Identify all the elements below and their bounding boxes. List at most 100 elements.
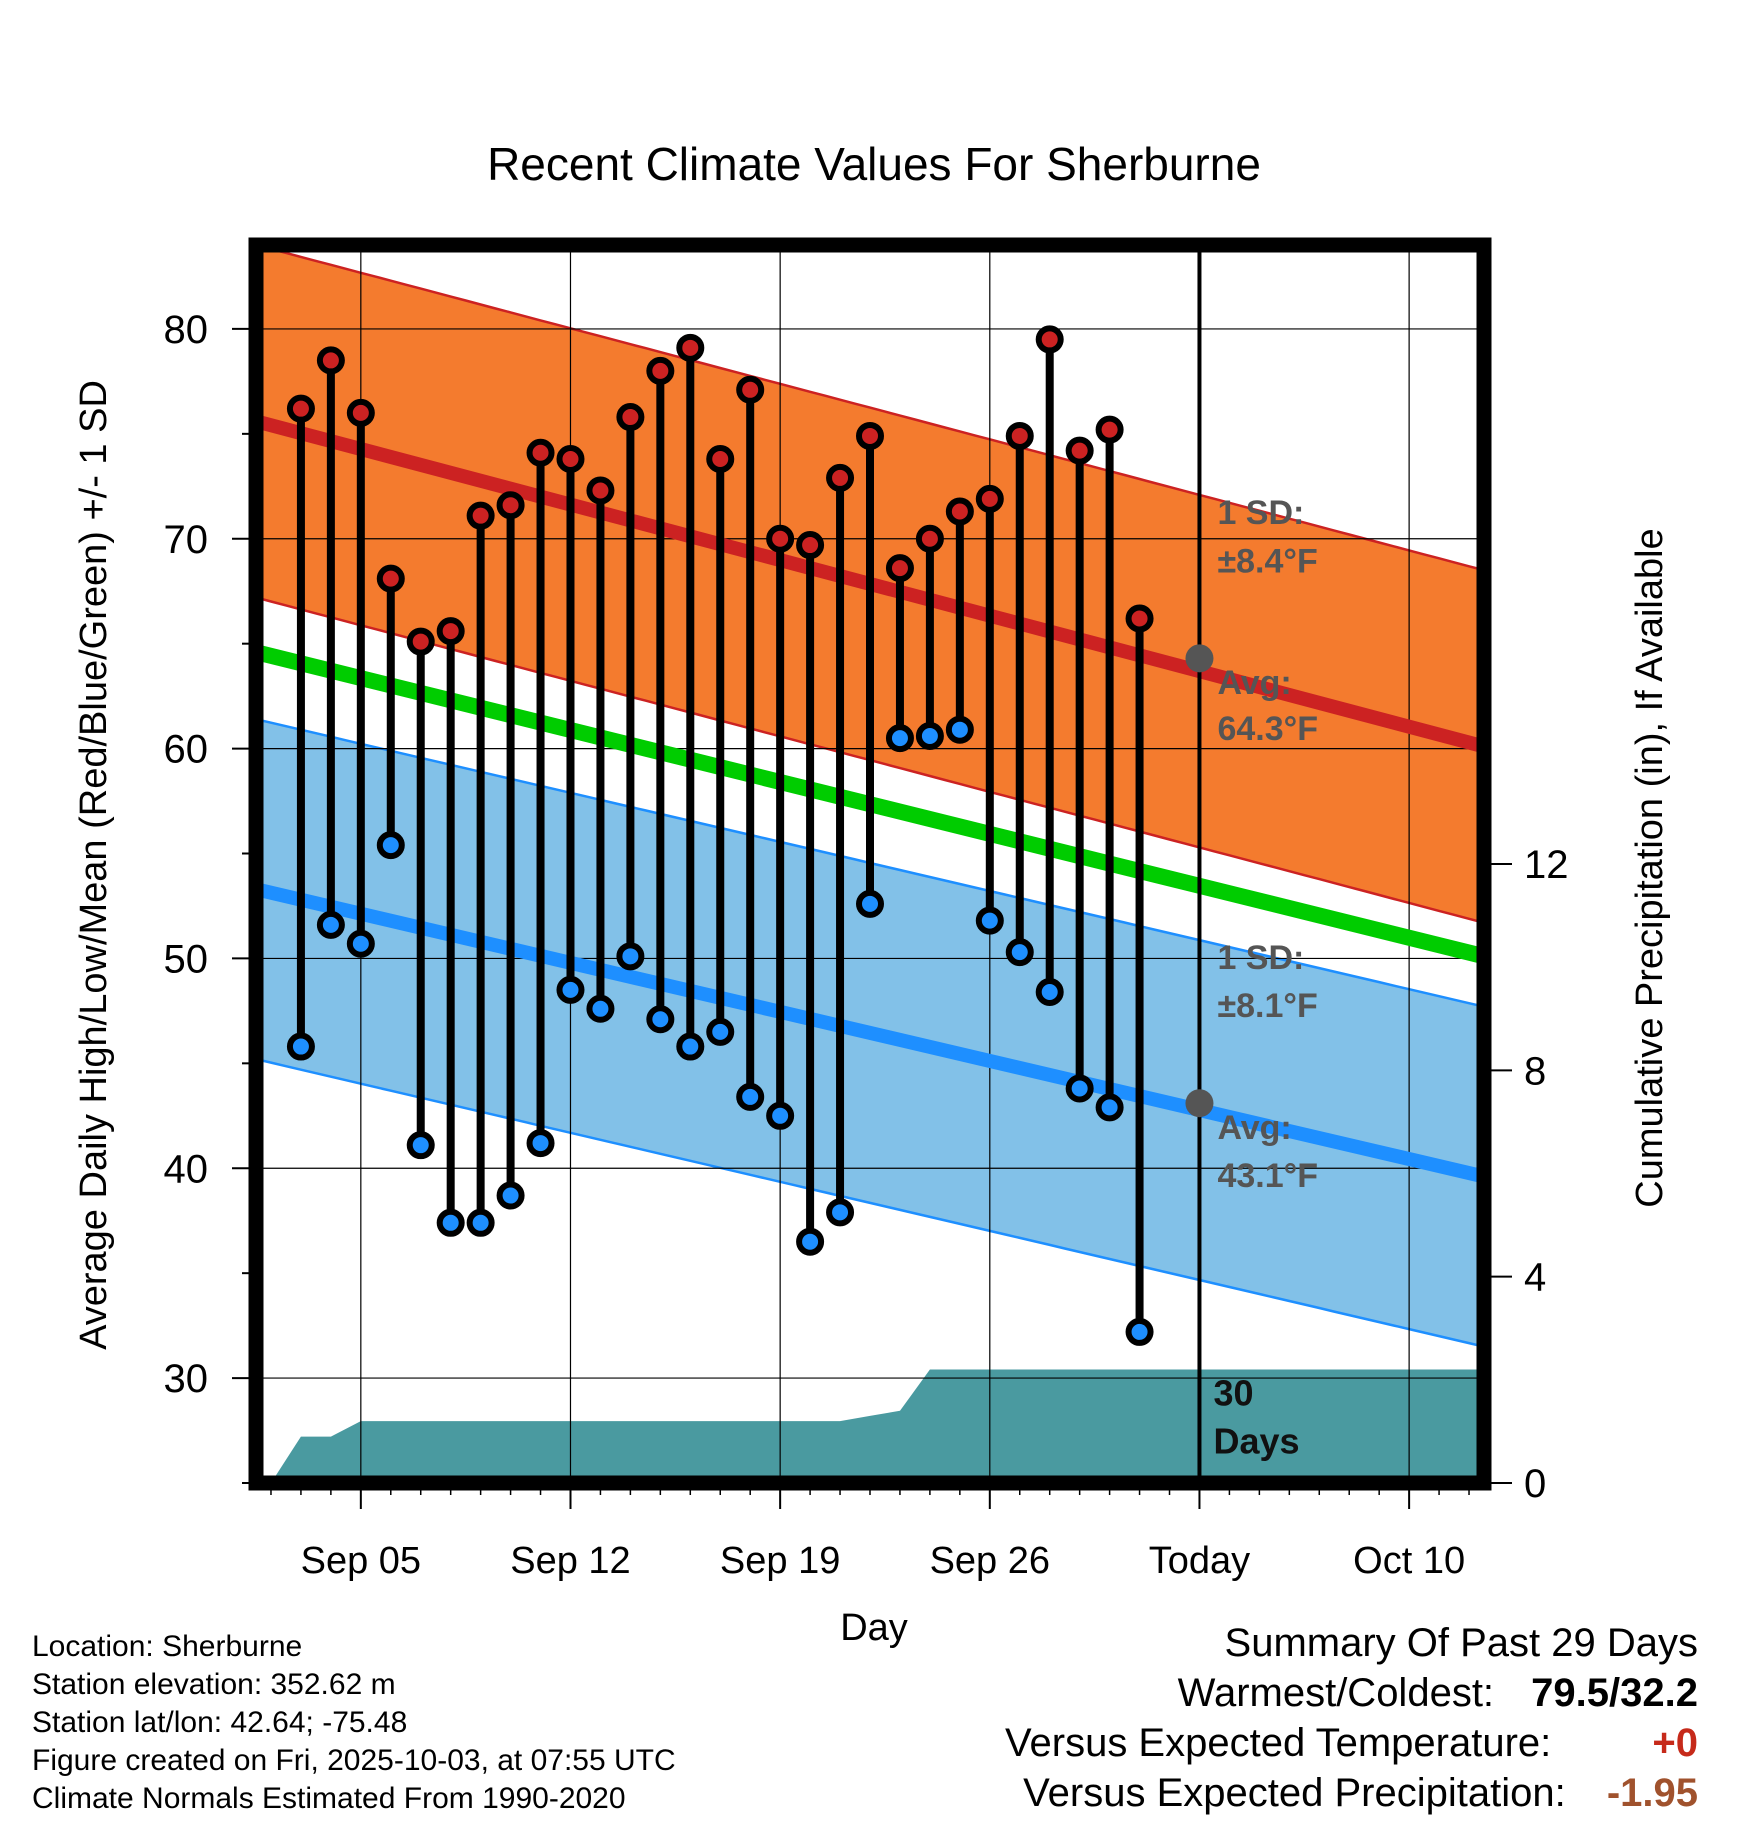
precip-value: -1.95 xyxy=(1606,1771,1698,1815)
y2-tick-label: 0 xyxy=(1524,1462,1546,1506)
daily-high-point xyxy=(1065,436,1094,465)
daily-high-point xyxy=(586,476,615,505)
low-avg-label: Avg: xyxy=(1217,1109,1291,1147)
daily-high-point xyxy=(945,497,974,526)
today-high-avg-marker xyxy=(1185,644,1214,673)
daily-low-point xyxy=(885,724,914,753)
x-tick-label: Today xyxy=(1149,1540,1250,1582)
low-sd-lower-edge xyxy=(256,1057,1484,1348)
daily-low-point xyxy=(1095,1093,1124,1122)
days-word-label: Days xyxy=(1213,1421,1299,1462)
daily-high-point xyxy=(915,524,944,553)
station-info: Location: Sherburne Station elevation: 3… xyxy=(32,1628,676,1818)
daily-high-point xyxy=(616,403,645,432)
daily-high-point xyxy=(316,346,345,375)
location-text: Location: Sherburne xyxy=(32,1630,303,1663)
y2-axis-label: Cumulative Precipitation (in), If Availa… xyxy=(1629,528,1671,1207)
daily-high-point xyxy=(406,627,435,656)
y-tick-label: 80 xyxy=(164,308,209,352)
daily-high-point xyxy=(706,445,735,474)
daily-low-point xyxy=(826,1198,855,1227)
daily-low-point xyxy=(376,831,405,860)
elevation-text: Station elevation: 352.62 m xyxy=(32,1668,396,1701)
daily-low-point xyxy=(406,1131,435,1160)
daily-low-point xyxy=(975,906,1004,935)
x-axis-label: Day xyxy=(840,1607,908,1649)
plot-area xyxy=(256,245,1484,1483)
normal-low-line xyxy=(256,882,1484,1184)
days-count-label: 30 xyxy=(1213,1372,1253,1413)
daily-low-point xyxy=(945,715,974,744)
daily-high-point xyxy=(646,356,675,385)
daily-high-point xyxy=(826,463,855,492)
high-sd-upper-edge xyxy=(256,245,1484,572)
latlon-text: Station lat/lon: 42.64; -75.48 xyxy=(32,1706,408,1739)
summary-warmest-coldest: Warmest/Coldest: 79.5/32.2 xyxy=(1005,1668,1698,1718)
y-tick-label: 30 xyxy=(164,1357,209,1401)
daily-low-point xyxy=(496,1181,525,1210)
precip-label: Versus Expected Precipitation: xyxy=(1023,1771,1566,1815)
daily-high-point xyxy=(766,524,795,553)
daily-high-point xyxy=(1095,415,1124,444)
daily-low-point xyxy=(556,975,585,1004)
y-axis-label: Average Daily High/Low/Mean (Red/Blue/Gr… xyxy=(73,380,115,1350)
warmest-coldest-label: Warmest/Coldest: xyxy=(1177,1671,1495,1715)
normals-text: Climate Normals Estimated From 1990-2020 xyxy=(32,1782,626,1815)
daily-high-point xyxy=(736,375,765,404)
low-avg-value: 43.1°F xyxy=(1217,1157,1318,1195)
daily-low-point xyxy=(466,1208,495,1237)
daily-low-point xyxy=(1005,938,1034,967)
daily-high-point xyxy=(676,333,705,362)
daily-low-point xyxy=(706,1017,735,1046)
daily-high-point xyxy=(526,438,555,467)
daily-high-point xyxy=(346,398,375,427)
summary-panel: Summary Of Past 29 Days Warmest/Coldest:… xyxy=(1005,1618,1698,1818)
daily-high-point xyxy=(975,484,1004,513)
today-low-avg-marker xyxy=(1185,1089,1214,1118)
daily-low-point xyxy=(915,722,944,751)
y-tick-label: 40 xyxy=(164,1147,209,1191)
warmest-coldest-value: 79.5/32.2 xyxy=(1531,1671,1698,1715)
x-tick-label: Sep 05 xyxy=(301,1540,421,1582)
daily-high-point xyxy=(556,445,585,474)
x-tick-label: Oct 10 xyxy=(1353,1540,1465,1582)
daily-high-point xyxy=(496,491,525,520)
daily-high-point xyxy=(796,531,825,560)
daily-high-point xyxy=(466,501,495,530)
chart-title: Recent Climate Values For Sherburne xyxy=(487,138,1261,190)
daily-low-point xyxy=(616,942,645,971)
summary-title: Summary Of Past 29 Days xyxy=(1224,1621,1698,1665)
high-sd-value: ±8.4°F xyxy=(1217,542,1317,580)
temp-label: Versus Expected Temperature: xyxy=(1005,1721,1552,1765)
high-avg-label: Avg: xyxy=(1217,664,1291,702)
y2-tick-label: 8 xyxy=(1524,1049,1546,1093)
daily-low-point xyxy=(1035,977,1064,1006)
daily-high-point xyxy=(1005,421,1034,450)
y-tick-label: 70 xyxy=(164,518,209,562)
daily-low-point xyxy=(586,994,615,1023)
created-text: Figure created on Fri, 2025-10-03, at 07… xyxy=(32,1744,676,1777)
daily-low-point xyxy=(436,1208,465,1237)
y2-tick-label: 12 xyxy=(1524,843,1569,887)
summary-temp: Versus Expected Temperature: +0 xyxy=(1005,1718,1698,1768)
daily-low-point xyxy=(646,1005,675,1034)
summary-precip: Versus Expected Precipitation: -1.95 xyxy=(1005,1768,1698,1818)
x-tick-label: Sep 12 xyxy=(510,1540,630,1582)
daily-low-point xyxy=(526,1129,555,1158)
x-tick-label: Sep 26 xyxy=(930,1540,1050,1582)
low-sd-label: 1 SD: xyxy=(1217,939,1304,977)
x-tick-label: Sep 19 xyxy=(720,1540,840,1582)
daily-low-point xyxy=(676,1032,705,1061)
daily-low-point xyxy=(736,1082,765,1111)
daily-high-point xyxy=(885,554,914,583)
y-tick-label: 50 xyxy=(164,937,209,981)
daily-high-point xyxy=(286,394,315,423)
daily-high-point xyxy=(1035,325,1064,354)
daily-low-point xyxy=(316,910,345,939)
daily-high-point xyxy=(856,421,884,450)
daily-low-point xyxy=(856,889,884,918)
daily-low-point xyxy=(796,1227,825,1256)
daily-low-point xyxy=(286,1032,315,1061)
daily-low-point xyxy=(766,1101,795,1130)
